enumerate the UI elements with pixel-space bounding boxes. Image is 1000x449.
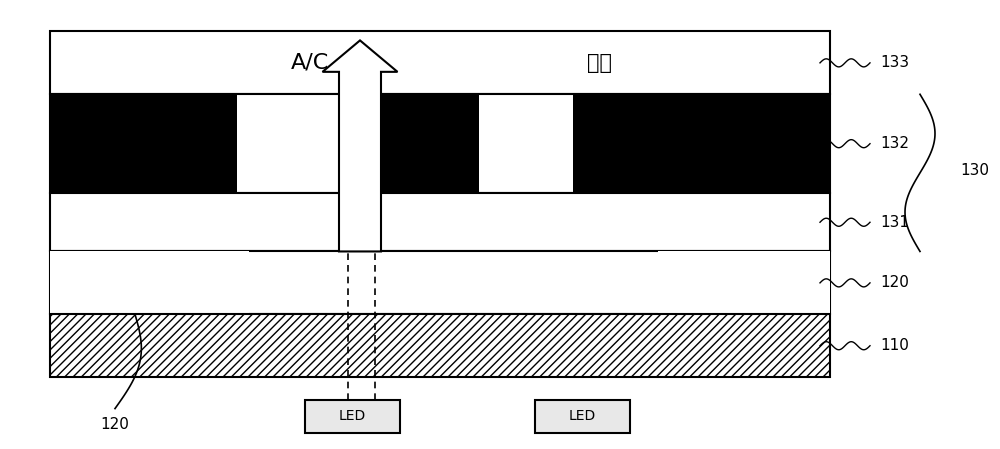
Bar [50, 251, 249, 314]
Bar [50, 94, 237, 193]
Text: 132: 132 [880, 136, 909, 151]
Bar [535, 400, 630, 433]
Text: LED: LED [569, 409, 596, 423]
Bar [305, 400, 400, 433]
Text: 120: 120 [101, 417, 129, 432]
Text: LED: LED [339, 409, 366, 423]
Bar [50, 251, 830, 314]
FancyArrow shape [322, 40, 397, 251]
Bar [346, 94, 479, 193]
Bar [50, 94, 830, 193]
Text: 133: 133 [880, 55, 909, 70]
Text: A/C: A/C [291, 53, 329, 73]
Text: 120: 120 [880, 275, 909, 291]
Text: 110: 110 [880, 338, 909, 353]
Bar [573, 94, 830, 193]
Bar [50, 193, 830, 251]
Text: 131: 131 [880, 215, 909, 230]
Text: 130: 130 [960, 163, 989, 178]
Bar [50, 31, 830, 94]
Bar [658, 251, 830, 314]
Bar [50, 314, 830, 377]
Text: 广播: 广播 [588, 53, 612, 73]
